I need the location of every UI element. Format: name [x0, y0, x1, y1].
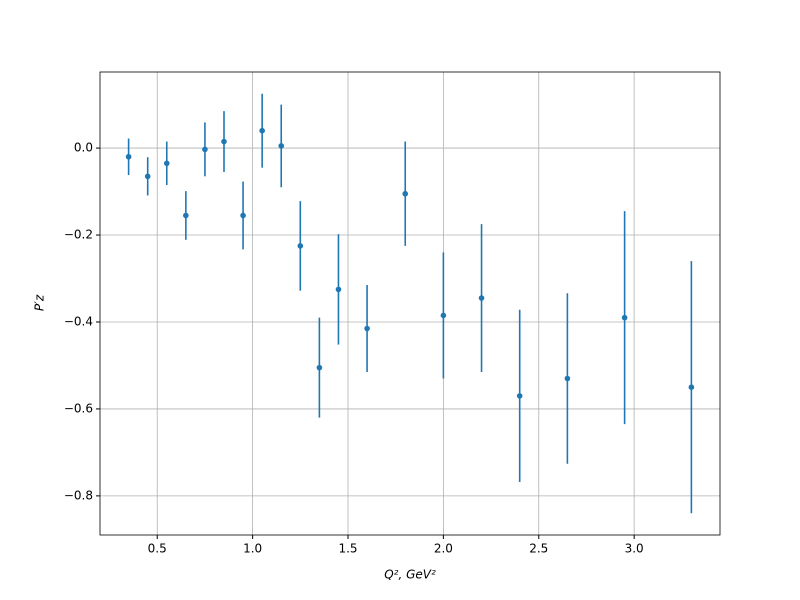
- data-point: [364, 325, 370, 332]
- plot-frame: [99, 71, 721, 536]
- data-point: [183, 212, 189, 219]
- y-tick-label: −0.6: [64, 401, 93, 415]
- data-point: [335, 286, 342, 293]
- x-axis-label: Q², GeV²: [384, 568, 436, 582]
- data-point: [125, 153, 132, 160]
- x-tick-label: 1.5: [338, 542, 357, 556]
- x-tick-label: 1.0: [243, 542, 262, 556]
- x-tick-label: 2.0: [434, 542, 453, 556]
- data-point: [478, 295, 485, 301]
- y-tick-label: 0.0: [74, 141, 93, 155]
- data-point: [202, 146, 208, 153]
- data-point: [259, 127, 265, 134]
- data-point: [144, 173, 151, 180]
- data-point: [297, 243, 304, 249]
- data-point: [564, 375, 571, 382]
- y-tick-label: −0.8: [64, 488, 93, 502]
- y-tick-label: −0.4: [64, 314, 93, 328]
- data-point: [402, 190, 409, 197]
- data-point: [240, 212, 246, 219]
- data-point: [278, 143, 285, 149]
- y-axis-label: P′z: [33, 294, 47, 311]
- data-point: [163, 160, 170, 167]
- x-tick-label: 3.0: [625, 542, 644, 556]
- data-point: [516, 393, 523, 399]
- y-tick-label: −0.2: [64, 228, 93, 242]
- x-tick-label: 2.5: [529, 542, 548, 556]
- data-point: [221, 138, 227, 145]
- data-point: [440, 312, 447, 319]
- data-point: [688, 384, 695, 390]
- x-tick-label: 0.5: [148, 542, 167, 556]
- data-point: [621, 314, 628, 321]
- data-point: [316, 364, 323, 371]
